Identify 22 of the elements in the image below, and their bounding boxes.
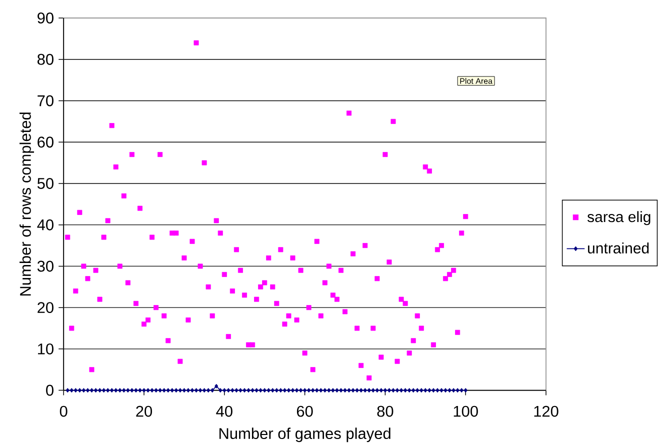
y-tick-label: 20	[38, 302, 54, 314]
annotation: Plot Area	[460, 78, 492, 84]
x-tick-label: 20	[136, 406, 152, 417]
x-tick-label: 60	[296, 406, 313, 417]
x-tick-label: 120	[534, 406, 558, 417]
y-tick-label: 50	[37, 178, 54, 189]
x-axis-title: Number of games played	[219, 428, 390, 442]
x-tick-label: 40	[216, 406, 232, 417]
y-tick-label: 70	[38, 95, 54, 106]
y-tick-label: 30	[37, 260, 54, 272]
y-tick-label: 60	[38, 136, 54, 148]
y-tick-label: 90	[38, 12, 54, 24]
x-tick-label: 100	[454, 406, 478, 417]
y-tick-label: 40	[37, 219, 54, 230]
y-axis-title: Number of rows completed	[20, 112, 34, 296]
x-tick-label: 80	[377, 406, 394, 417]
legend-label: untrained	[588, 242, 649, 254]
y-tick-label: 80	[38, 54, 54, 65]
y-tick-label: 10	[38, 343, 54, 354]
y-tick-label: 0	[46, 384, 54, 396]
x-tick-label: 0	[60, 406, 68, 417]
legend-label: sarsa elig	[587, 211, 650, 226]
